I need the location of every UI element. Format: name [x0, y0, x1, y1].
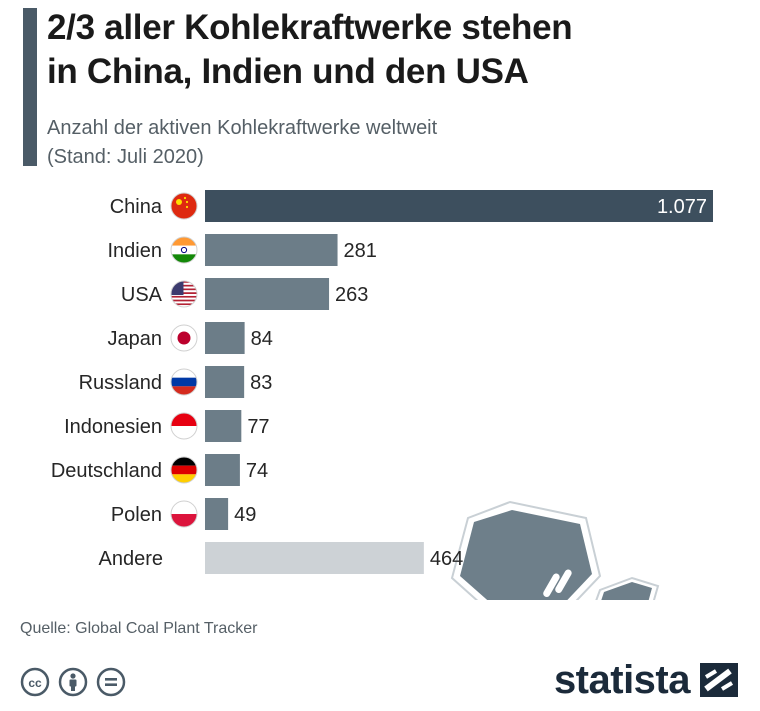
bar-deutschland: [205, 454, 240, 486]
bar-andere: [205, 542, 424, 574]
bar-polen: [205, 498, 229, 530]
statista-logo-icon: [700, 663, 738, 697]
india-flag-icon-outline: [170, 236, 198, 264]
value-label-indien: 281: [344, 240, 377, 262]
russia-flag-icon-outline: [170, 368, 198, 396]
poland-flag-icon: [171, 501, 197, 527]
power-plant-illustration: [450, 500, 660, 600]
value-label-indonesien: 77: [247, 416, 269, 438]
bars-group: China 1.077 Indien 281 USA 263 Japan 84 Russland…: [51, 190, 713, 574]
title-line-1: 2/3 aller Kohlekraftwerke stehen: [47, 8, 573, 47]
bar-china: [205, 190, 713, 222]
indonesia-flag-icon-outline: [170, 412, 198, 440]
value-label-russland: 83: [250, 372, 272, 394]
bar-japan: [205, 322, 245, 354]
statista-logo: statista: [554, 660, 738, 700]
india-flag-icon: [171, 237, 197, 263]
category-label-andere: Andere: [99, 548, 164, 570]
value-label-china: 1.077: [657, 196, 707, 218]
category-label-japan: Japan: [108, 328, 163, 350]
subtitle-line-2: (Stand: Juli 2020): [47, 146, 204, 168]
license-icons: cc: [20, 667, 126, 697]
source-note: Quelle: Global Coal Plant Tracker: [20, 620, 258, 637]
value-label-usa: 263: [335, 284, 368, 306]
china-flag-icon-outline: [170, 192, 198, 220]
russia-flag-icon: [171, 369, 197, 395]
japan-flag-icon: [171, 325, 197, 351]
bar-russland: [205, 366, 245, 398]
bar-chart: China 1.077 Indien 281 USA 263 Japan 84 Russland…: [51, 190, 713, 600]
subtitle-line-1: Anzahl der aktiven Kohlekraftwerke weltw…: [47, 117, 438, 139]
title-line-2: in China, Indien und den USA: [47, 52, 529, 91]
bar-usa: [205, 278, 330, 310]
cc-icon[interactable]: cc: [20, 667, 50, 697]
poland-flag-icon-outline: [170, 500, 198, 528]
germany-flag-icon: [171, 457, 197, 483]
category-label-usa: USA: [121, 284, 163, 306]
category-label-russland: Russland: [79, 372, 162, 394]
bar-indonesien: [205, 410, 242, 442]
category-label-indien: Indien: [108, 240, 163, 262]
value-label-japan: 84: [251, 328, 273, 350]
china-flag-icon: [171, 193, 197, 219]
indonesia-flag-icon: [171, 413, 197, 439]
usa-flag-icon-outline: [170, 280, 198, 308]
title-accent-bar: [23, 8, 37, 166]
value-label-andere: 464: [430, 548, 463, 570]
nd-icon[interactable]: [96, 667, 126, 697]
chart-title: 2/3 aller Kohlekraftwerke stehen in Chin…: [47, 6, 747, 94]
category-label-polen: Polen: [111, 504, 162, 526]
japan-flag-icon-outline: [170, 324, 198, 352]
category-label-deutschland: Deutschland: [51, 460, 162, 482]
brand-name: statista: [553, 658, 691, 702]
chart-subtitle: Anzahl der aktiven Kohlekraftwerke weltw…: [47, 114, 687, 172]
value-label-deutschland: 74: [246, 460, 268, 482]
category-label-china: China: [110, 196, 163, 218]
by-icon[interactable]: [58, 667, 88, 697]
value-label-polen: 49: [234, 504, 256, 526]
svg-text:cc: cc: [28, 676, 42, 690]
category-label-indonesien: Indonesien: [64, 416, 162, 438]
germany-flag-icon-outline: [170, 456, 198, 484]
bar-indien: [205, 234, 338, 266]
